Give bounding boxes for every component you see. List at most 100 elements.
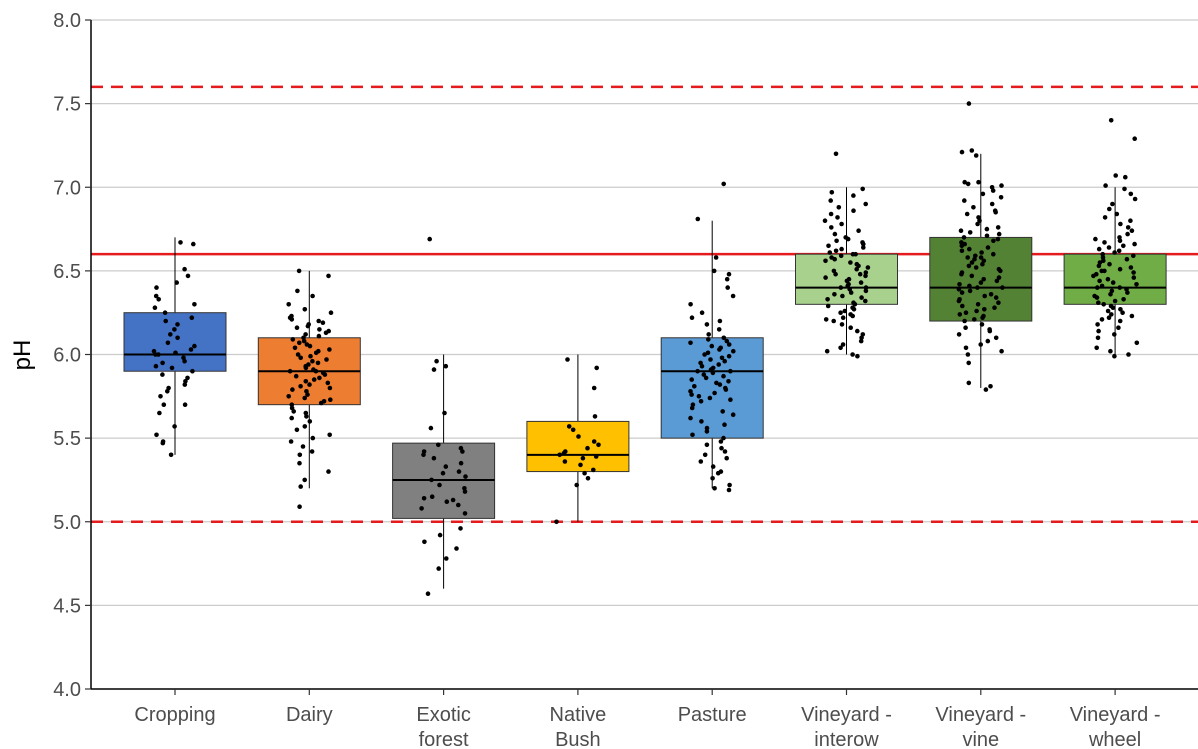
data-point [999, 183, 1004, 188]
data-point [829, 255, 834, 260]
data-point [1132, 196, 1138, 202]
data-point [981, 258, 987, 264]
data-point [1129, 228, 1135, 233]
data-point [1100, 255, 1106, 260]
data-point [286, 394, 292, 399]
data-point [996, 275, 1002, 280]
data-point [152, 305, 158, 311]
data-point [168, 332, 173, 337]
data-point [1112, 353, 1117, 359]
data-point [185, 273, 191, 279]
data-point [1116, 325, 1121, 331]
data-point [988, 292, 994, 297]
data-point [842, 308, 848, 314]
data-point [701, 372, 707, 377]
data-point [967, 288, 973, 294]
data-point [998, 195, 1004, 200]
data-point [1126, 352, 1131, 357]
data-point [1114, 211, 1120, 217]
data-point [978, 280, 984, 285]
data-point [688, 340, 693, 346]
data-point [175, 322, 180, 327]
data-point [718, 469, 724, 474]
data-point [1094, 271, 1099, 277]
data-point [963, 345, 969, 351]
data-point [966, 360, 971, 366]
data-point [962, 198, 967, 203]
data-point [720, 409, 725, 414]
data-point [704, 429, 710, 434]
data-point [182, 402, 188, 408]
data-point [692, 384, 697, 389]
y-tick-label: 5.5 [53, 428, 81, 450]
data-point [1109, 312, 1114, 317]
data-point [839, 246, 844, 252]
data-point [290, 337, 296, 342]
data-point [298, 484, 304, 489]
data-point [840, 293, 845, 299]
data-point [462, 486, 467, 491]
data-point [293, 373, 299, 379]
data-point [1117, 285, 1123, 290]
data-point [458, 460, 464, 466]
data-point [444, 556, 449, 561]
data-point [327, 432, 333, 438]
data-point [316, 333, 322, 339]
data-point [856, 228, 861, 233]
data-point [156, 297, 161, 302]
box [660, 337, 764, 439]
data-point [309, 449, 315, 454]
data-point [443, 363, 449, 369]
data-point [1106, 315, 1112, 321]
data-point [458, 526, 463, 531]
data-point [971, 205, 976, 210]
data-point [967, 283, 972, 289]
data-point [462, 511, 468, 516]
data-point [710, 476, 715, 481]
data-point [310, 435, 316, 441]
data-point [840, 315, 846, 321]
data-point [863, 288, 869, 294]
data-point [1125, 225, 1131, 230]
data-point [1120, 310, 1125, 316]
data-point [175, 335, 180, 341]
data-point [833, 271, 838, 277]
data-point [1125, 231, 1130, 237]
data-point [850, 352, 855, 357]
data-point [726, 487, 732, 493]
data-point [289, 415, 295, 421]
data-point [827, 250, 833, 255]
data-point [848, 312, 853, 317]
data-point [429, 494, 435, 500]
data-point [713, 255, 719, 260]
data-point [286, 302, 292, 307]
data-point [991, 238, 996, 244]
data-point [307, 382, 312, 387]
data-point [726, 271, 732, 277]
data-point [326, 328, 332, 334]
data-point [317, 375, 322, 381]
data-point [298, 355, 304, 361]
data-point [304, 389, 309, 394]
data-point [996, 231, 1002, 237]
data-point [730, 412, 736, 418]
data-point [698, 399, 704, 404]
data-point [287, 368, 293, 374]
data-point [688, 415, 693, 421]
data-point [719, 445, 724, 451]
data-point [718, 345, 723, 351]
data-point [1118, 307, 1123, 312]
data-point [994, 278, 1000, 284]
data-point [1108, 118, 1114, 123]
data-point [303, 379, 309, 384]
data-point [721, 181, 726, 187]
data-point [1124, 256, 1130, 262]
data-point [1095, 285, 1100, 290]
data-point [823, 258, 828, 264]
data-point [848, 325, 853, 331]
data-point [303, 410, 309, 416]
data-point [831, 318, 836, 324]
data-point [981, 313, 986, 319]
data-point [434, 358, 439, 364]
